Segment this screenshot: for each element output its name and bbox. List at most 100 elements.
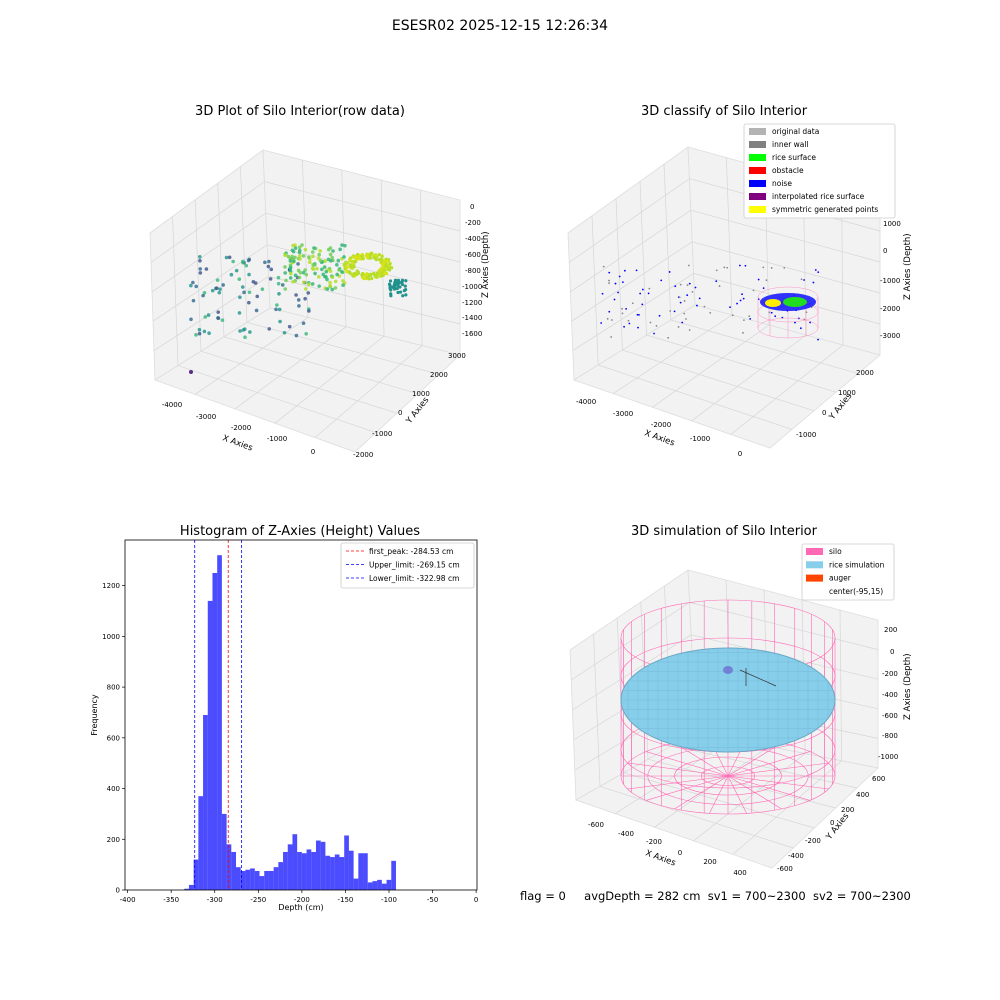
legend-label: obstacle xyxy=(772,166,804,175)
legend-label: Upper_limit: -269.15 cm xyxy=(369,561,460,570)
histogram-bar xyxy=(306,849,312,890)
histogram-bar xyxy=(217,555,222,890)
raw-xtick: -2000 xyxy=(231,424,251,432)
histogram-xtick-label: -350 xyxy=(163,896,179,904)
histogram-bar xyxy=(292,834,298,890)
histogram-bar xyxy=(268,870,274,890)
classify-xtick: -2000 xyxy=(651,421,671,429)
legend-swatch xyxy=(806,561,823,569)
legend-label: symmetric generated points xyxy=(772,205,878,214)
classify-ytick: 1000 xyxy=(838,389,856,397)
sim-ztick: -1000 xyxy=(878,753,898,761)
sim-xtick: 400 xyxy=(733,869,746,877)
legend-swatch xyxy=(749,167,766,174)
histogram-legend: first_peak: -284.53 cm Upper_limit: -269.… xyxy=(340,542,475,589)
raw-ytick: 0 xyxy=(398,409,402,417)
raw-ztick: -1200 xyxy=(462,299,482,307)
classify-ztick: 1000 xyxy=(883,220,901,228)
raw-xlabel: X Axies xyxy=(221,433,254,453)
legend-label: silo xyxy=(829,547,842,556)
sim-ytick: -400 xyxy=(788,852,804,860)
classify-ytick: 0 xyxy=(822,409,826,417)
simulation-legend: silo rice simulation auger center(-95,15) xyxy=(801,543,895,601)
histogram-bar xyxy=(320,841,326,890)
histogram-xtick-label: -200 xyxy=(294,896,310,904)
simulation-plot-title: 3D simulation of Silo Interior xyxy=(631,524,817,539)
legend-swatch xyxy=(749,128,766,135)
histogram-ytick-label: 600 xyxy=(107,734,120,742)
histogram-bar xyxy=(203,715,208,890)
legend-swatch xyxy=(749,193,766,200)
histogram-bar xyxy=(254,870,260,890)
histogram-bar xyxy=(358,853,364,890)
histogram-bar xyxy=(198,796,204,890)
histogram-frame xyxy=(124,539,478,891)
histogram-xtick-label: -100 xyxy=(381,896,397,904)
histogram-bar xyxy=(315,840,321,890)
raw-ztick: -200 xyxy=(465,219,481,227)
sv1-text: sv1 = 700~2300 xyxy=(707,889,806,903)
sim-xtick: 200 xyxy=(703,858,716,866)
histogram-bar xyxy=(221,813,227,890)
histogram-bar xyxy=(278,862,284,890)
sv2-text: sv2 = 700~2300 xyxy=(812,889,911,903)
classify-ztick: -1000 xyxy=(880,277,900,285)
histogram-xtick-label: -400 xyxy=(120,896,136,904)
raw-xtick: 0 xyxy=(311,448,315,456)
histogram-ytick-label: 400 xyxy=(107,785,120,793)
sim-xtick: -600 xyxy=(588,821,604,829)
histogram-ytick-label: 0 xyxy=(116,887,120,895)
histogram-bar xyxy=(207,600,213,890)
histogram-xtick-label: -50 xyxy=(427,896,438,904)
raw-ytick: 2000 xyxy=(430,371,448,379)
sim-ztick: 0 xyxy=(890,648,894,656)
sim-ztick: -600 xyxy=(882,712,898,720)
flag-text: flag = 0 xyxy=(520,889,566,903)
histogram-ytick-label: 1000 xyxy=(102,633,120,641)
legend-swatch xyxy=(806,574,823,582)
classify-legend: original data inner wall rice surface obsta… xyxy=(743,123,896,219)
figure-title: ESESR02 2025-12-15 12:26:34 xyxy=(391,18,609,34)
sim-ztick: -800 xyxy=(882,732,898,740)
legend-swatch xyxy=(806,548,823,555)
raw-plot-title: 3D Plot of Silo Interior(row data) xyxy=(195,104,405,119)
legend-swatch xyxy=(749,180,766,187)
histogram-ylabel: Frequency xyxy=(90,694,99,736)
legend-label: rice simulation xyxy=(829,560,885,569)
histogram-bar xyxy=(344,835,349,890)
sim-ytick: 400 xyxy=(856,791,869,799)
sim-ytick: -600 xyxy=(777,865,793,873)
legend-label: center(-95,15) xyxy=(829,587,883,596)
sim-ztick: -200 xyxy=(882,670,898,678)
sim-ztick: 200 xyxy=(884,626,897,634)
legend-label: noise xyxy=(772,179,792,188)
sim-ytick: 0 xyxy=(830,819,834,827)
histogram-bar xyxy=(212,572,218,890)
sim-xtick: -200 xyxy=(646,838,662,846)
sim-xlabel: X Axies xyxy=(644,848,677,868)
histogram-bar xyxy=(236,867,241,890)
histogram-bar xyxy=(311,851,316,890)
histogram-xtick-label: -300 xyxy=(207,896,223,904)
legend-label: first_peak: -284.53 cm xyxy=(369,547,453,556)
raw-3d-plot: -4000 -3000 -2000 -1000 0 -2000 -1000 0 … xyxy=(149,149,491,459)
histogram-bar xyxy=(367,882,373,890)
histogram-bar xyxy=(377,879,382,890)
classify-ytick: 2000 xyxy=(856,369,874,377)
histogram-bar xyxy=(184,888,189,890)
raw-ztick: -800 xyxy=(465,267,481,275)
classify-ytick: -1000 xyxy=(796,431,816,439)
raw-xtick: -4000 xyxy=(162,401,182,409)
classify-xtick: 0 xyxy=(738,450,742,458)
histogram-bar xyxy=(372,881,378,890)
histogram-plot: -400 -350 -300 -250 -200 -150 -100 -50 0 0 200 400… xyxy=(90,539,478,912)
histogram-bar xyxy=(287,844,293,890)
legend-label: original data xyxy=(772,127,819,136)
histogram-bar xyxy=(231,851,237,890)
sim-ylabel: Y Axies xyxy=(824,811,852,843)
raw-ztick: -1000 xyxy=(462,283,482,291)
classify-ztick: 0 xyxy=(883,247,887,255)
classify-3d-plot: -4000 -3000 -2000 -1000 0 -1000 0 1000 2… xyxy=(567,123,913,458)
histogram-bar xyxy=(264,870,269,890)
classify-plot-title: 3D classify of Silo Interior xyxy=(640,104,808,119)
